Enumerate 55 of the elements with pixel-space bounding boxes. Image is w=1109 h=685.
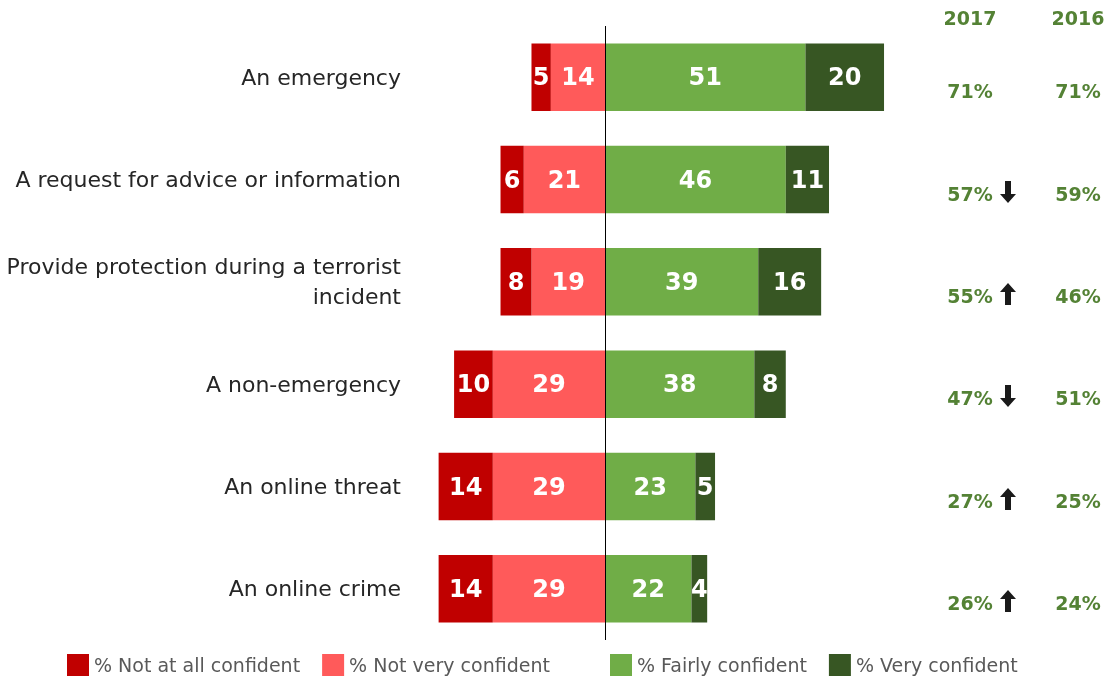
y-tick-label: A request for advice or information (15, 167, 401, 192)
bar (754, 350, 786, 418)
text: 59% (1055, 182, 1101, 205)
bar (550, 43, 605, 111)
text: 2017 (943, 7, 997, 29)
data-label: 29 (532, 574, 566, 603)
text: 51% (1055, 387, 1101, 410)
text: 26% (947, 591, 993, 614)
y-tick-label: An online threat (224, 474, 402, 499)
legend-label: % Very confident (855, 654, 1018, 676)
y-tick-label: Provide protection during a terrorist incident (6, 254, 402, 310)
data-label: 4 (690, 574, 708, 603)
bar (805, 43, 885, 111)
data-label: 8 (761, 370, 779, 399)
y-tick-label: An emergency (241, 64, 401, 90)
data-label: 5 (696, 472, 714, 501)
data-label: 20 (828, 63, 862, 92)
data-label: 6 (503, 165, 521, 194)
text: 71% (947, 80, 993, 103)
legend-label: % Not at all confident (94, 654, 301, 676)
text: 2016 (1051, 7, 1105, 29)
y-tick-label: A non-emergency (205, 371, 401, 397)
text: 24% (1055, 591, 1101, 614)
bar (438, 452, 493, 521)
data-label: 29 (532, 370, 566, 399)
data-label: 14 (448, 574, 483, 603)
text: 27% (947, 489, 993, 512)
data-label: 5 (532, 63, 550, 92)
data-label: 10 (456, 370, 491, 399)
data-label: 23 (633, 472, 667, 501)
text: 47% (947, 387, 993, 410)
text: 46% (1055, 284, 1101, 307)
data-label: 16 (773, 267, 807, 296)
y-tick-label: An online crime (228, 576, 401, 602)
bar (531, 43, 551, 111)
data-label: 29 (532, 472, 566, 501)
legend-label: % Fairly confident (637, 654, 807, 676)
text: 25% (1055, 489, 1101, 512)
data-label: 14 (448, 472, 483, 501)
data-label: 14 (561, 63, 595, 92)
text: 55% (947, 284, 993, 307)
legend-label: % Not very confident (349, 654, 550, 676)
data-label: 11 (790, 165, 825, 194)
text: 71% (1055, 80, 1101, 103)
data-label: 19 (551, 267, 585, 296)
data-label: 38 (662, 370, 697, 399)
data-label: 21 (547, 165, 582, 194)
data-label: 39 (664, 267, 699, 296)
bar (438, 555, 493, 623)
data-label: 8 (507, 267, 525, 296)
data-label: 22 (631, 574, 665, 603)
data-label: 51 (688, 63, 722, 92)
text: 57% (947, 182, 993, 205)
bar (758, 248, 822, 316)
data-label: 46 (678, 165, 713, 194)
